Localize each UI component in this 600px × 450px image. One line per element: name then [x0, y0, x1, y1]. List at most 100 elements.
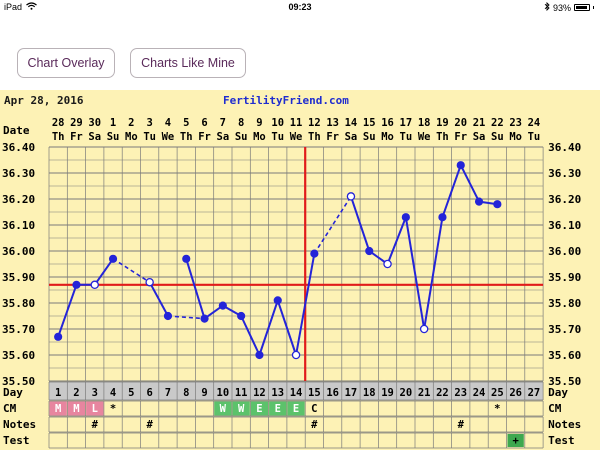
date-label: 16 — [381, 117, 394, 129]
temp-line-dashed — [313, 195, 352, 255]
weekday-label: Su — [363, 131, 376, 143]
date-label: 6 — [201, 117, 207, 129]
battery-nub — [593, 6, 594, 9]
temp-point — [401, 213, 410, 222]
cm-value: L — [92, 403, 98, 415]
status-left: iPad — [4, 2, 37, 12]
y-tick-left: 36.00 — [2, 245, 35, 258]
temp-line-segment — [441, 164, 462, 218]
day-value: 13 — [271, 387, 284, 399]
y-tick-right: 35.70 — [548, 323, 581, 336]
day-value: 1 — [55, 387, 61, 399]
chart-overlay-button[interactable]: Chart Overlay — [17, 48, 115, 78]
day-value: 10 — [217, 387, 230, 399]
day-value: 20 — [400, 387, 413, 399]
temp-line-segment — [404, 217, 426, 330]
date-label: 30 — [88, 117, 101, 129]
temp-point-open — [90, 280, 100, 290]
day-value: 8 — [183, 387, 189, 399]
row-label-cm: CM — [3, 402, 17, 415]
cm-value: C — [311, 403, 317, 415]
device-label: iPad — [4, 2, 23, 12]
temp-point-open — [145, 277, 154, 287]
weekday-label: Fr — [70, 131, 83, 143]
temp-point — [163, 311, 173, 321]
temp-point — [255, 350, 264, 360]
date-label: 19 — [436, 117, 449, 129]
weekday-label: Th — [308, 131, 321, 143]
date-label: 5 — [183, 117, 189, 129]
day-value: 2 — [73, 387, 79, 399]
temp-line-segment — [276, 300, 297, 356]
day-value: 14 — [290, 387, 303, 399]
cm-value: W — [220, 403, 227, 415]
weekday-label: We — [290, 131, 303, 143]
weekday-label: Tu — [528, 131, 541, 143]
y-tick-right: 36.00 — [548, 245, 581, 258]
day-value: 3 — [92, 387, 98, 399]
y-tick-left: 35.50 — [2, 375, 35, 388]
date-label: 4 — [165, 117, 171, 129]
temp-point — [273, 296, 282, 305]
weekday-label: Mo — [381, 131, 394, 143]
temp-line-segment — [258, 300, 279, 356]
temp-point — [237, 311, 246, 321]
temp-line-segment — [423, 217, 444, 330]
y-tick-right: 35.80 — [548, 297, 581, 310]
day-value: 17 — [345, 387, 358, 399]
fertilityfriend-brand: FertilityFriend.com — [223, 94, 349, 107]
y-tick-left: 35.70 — [2, 323, 35, 336]
row-label-day: Day — [3, 386, 23, 399]
day-value: 12 — [253, 387, 266, 399]
cm-cell-M — [49, 401, 67, 416]
temp-line-dashed — [112, 258, 151, 283]
temp-point — [310, 249, 319, 258]
row-label-notes-right: Notes — [548, 418, 581, 431]
cm-value: E — [293, 403, 299, 415]
day-value: 16 — [326, 387, 339, 399]
temp-point-open — [419, 324, 429, 334]
day-value: 5 — [128, 387, 134, 399]
weekday-label: Tu — [143, 131, 156, 143]
date-label: 14 — [345, 117, 358, 129]
chart-date: Apr 28, 2016 — [4, 94, 84, 107]
y-tick-right: 36.40 — [548, 141, 581, 154]
row-bg-notes — [49, 417, 544, 432]
weekday-label: Su — [235, 131, 248, 143]
weekday-label: Mo — [509, 131, 522, 143]
temp-point-open — [291, 350, 301, 360]
chart-canvas[interactable]: Apr 28, 2016 FertilityFriend.comDate28Th2… — [0, 90, 600, 450]
cm-value: E — [275, 403, 281, 415]
day-value: 6 — [146, 387, 152, 399]
day-value: 21 — [418, 387, 431, 399]
weekday-label: Fr — [326, 131, 339, 143]
charts-like-mine-button[interactable]: Charts Like Mine — [130, 48, 246, 78]
row-bg-day — [49, 382, 544, 400]
temp-line-segment — [459, 164, 480, 203]
weekday-label: Su — [107, 131, 120, 143]
temp-point — [456, 161, 465, 170]
weekday-label: Tu — [400, 131, 413, 143]
battery-icon — [574, 4, 590, 11]
weekday-label: Mo — [253, 131, 266, 143]
temp-line-segment — [350, 196, 371, 252]
weekday-label: Th — [436, 131, 449, 143]
y-tick-right: 36.20 — [548, 193, 581, 206]
day-value: 19 — [381, 387, 394, 399]
temp-line-segment — [93, 258, 114, 286]
cm-cell-M — [67, 401, 86, 416]
fertility-chart[interactable]: Apr 28, 2016 FertilityFriend.com Date 28 Th 2… — [0, 90, 600, 450]
date-label: 23 — [509, 117, 522, 129]
weekday-label: Tu — [271, 131, 284, 143]
row-label-day-right: Day — [548, 386, 568, 399]
y-tick-left: 35.80 — [2, 297, 35, 310]
temp-point — [474, 197, 484, 206]
cm-value: W — [238, 403, 245, 415]
cm-cell-W — [214, 401, 232, 416]
date-label: 7 — [220, 117, 226, 129]
date-label: 20 — [454, 117, 467, 129]
temp-point — [200, 314, 209, 323]
weekday-label: Fr — [198, 131, 211, 143]
weekday-label: Mo — [125, 131, 138, 143]
temp-line-segment — [57, 284, 78, 338]
